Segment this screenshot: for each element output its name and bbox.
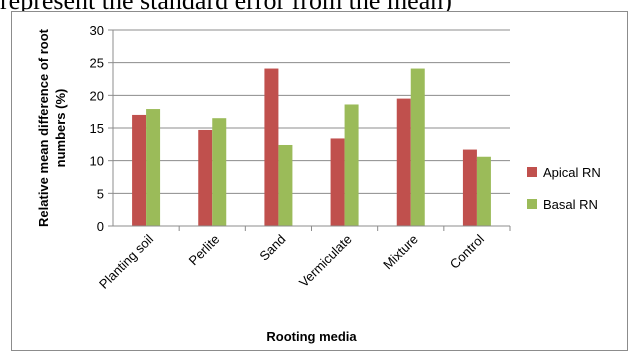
x-tick-label: Sand [256,232,288,264]
bars [132,68,491,227]
x-tick-label: Perlite [186,232,223,269]
bar-apical-rn-planting-soil [132,114,147,226]
bar-apical-rn-perlite [198,129,213,226]
y-tick-labels: 0 5 10 15 20 25 30 [90,23,104,234]
legend: Apical RN Basal RN [527,165,601,212]
bar-basal-rn-sand [278,144,293,226]
bar-basal-rn-planting-soil [146,109,161,226]
y-axis-title-line-2: numbers (%) [53,89,68,168]
y-tick-label: 20 [90,88,104,103]
bar-basal-rn-vermiculate [344,104,359,226]
legend-swatch-apical-rn [527,167,537,177]
y-axis-title-line-1: Relative mean difference of root [36,28,51,227]
bar-apical-rn-mixture [396,98,411,226]
gridlines [108,29,511,231]
bar-basal-rn-control [476,156,491,226]
legend-swatch-basal-rn [527,199,537,209]
bar-basal-rn-mixture [410,68,425,227]
x-axis-title: Rooting media [266,329,357,344]
y-tick-label: 15 [90,121,104,136]
y-tick-label: 30 [90,23,104,38]
chart-frame [11,11,628,351]
bar-apical-rn-sand [264,68,279,227]
y-tick-label: 25 [90,56,104,71]
y-tick-label: 0 [97,219,104,234]
bar-apical-rn-control [462,149,477,226]
x-tick-label: Mixture [380,232,421,273]
x-tick-label: Planting soil [96,231,156,291]
bar-basal-rn-perlite [212,118,227,226]
legend-label: Basal RN [543,197,598,212]
x-tick-label: Control [447,231,487,271]
x-tick-labels: Planting soil Perlite Sand Vermiculate Mixtu… [96,231,487,291]
y-tick-label: 5 [97,186,104,201]
y-tick-label: 10 [90,154,104,169]
axes [112,30,510,227]
legend-label: Apical RN [543,165,601,180]
x-tick-label: Vermiculate [296,232,355,291]
bar-apical-rn-vermiculate [330,138,345,226]
